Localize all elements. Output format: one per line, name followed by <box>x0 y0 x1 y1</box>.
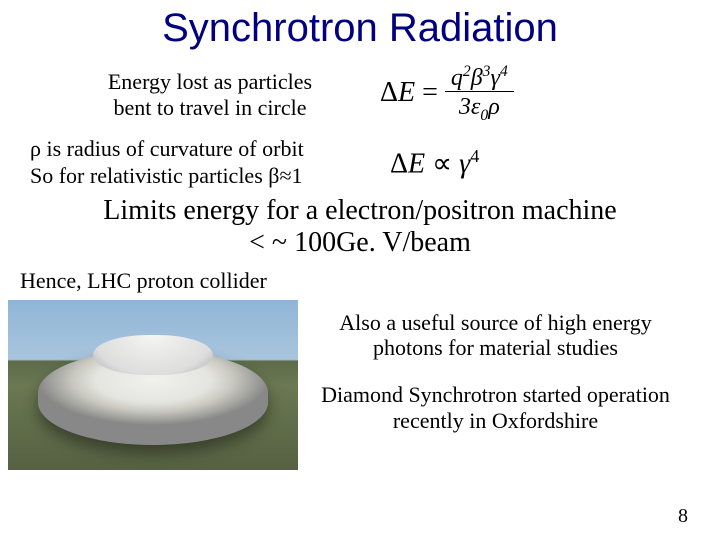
energy-loss-equation: ΔE = q2β3γ4 3ε0ρ <box>380 63 514 126</box>
diamond-text: Diamond Synchrotron started operation re… <box>308 382 683 433</box>
hence-text: Hence, LHC proton collider <box>0 268 720 294</box>
curvature-text: ρ is radius of curvature of orbit So for… <box>30 136 370 189</box>
curv-line1: ρ is radius of curvature of orbit <box>30 136 304 161</box>
synchrotron-photo <box>8 300 298 470</box>
intro-line1: Energy lost as particles <box>108 69 312 94</box>
also-line2: photons for material studies <box>373 335 618 360</box>
page-number: 8 <box>678 505 688 528</box>
proportional-equation: ΔE ∝ γ4 <box>390 146 479 180</box>
page-title: Synchrotron Radiation <box>0 0 720 51</box>
limits-line1: Limits energy for a electron/positron ma… <box>103 195 616 226</box>
diamond-line2: recently in Oxfordshire <box>393 408 598 433</box>
intro-row: Energy lost as particles bent to travel … <box>0 63 720 126</box>
dome-shape <box>93 335 213 375</box>
bottom-row: Also a useful source of high energy phot… <box>0 300 720 470</box>
right-column: Also a useful source of high energy phot… <box>298 300 698 470</box>
diamond-line1: Diamond Synchrotron started operation <box>321 382 670 407</box>
curv-line2: So for relativistic particles β≈1 <box>30 163 303 188</box>
curvature-row: ρ is radius of curvature of orbit So for… <box>0 136 720 189</box>
intro-text: Energy lost as particles bent to travel … <box>70 69 350 120</box>
intro-line2: bent to travel in circle <box>113 95 306 120</box>
limits-line2: < ~ 100Ge. V/beam <box>249 227 471 258</box>
also-text: Also a useful source of high energy phot… <box>308 310 683 361</box>
also-line1: Also a useful source of high energy <box>339 310 651 335</box>
energy-limit-text: Limits energy for a electron/positron ma… <box>0 195 720 259</box>
